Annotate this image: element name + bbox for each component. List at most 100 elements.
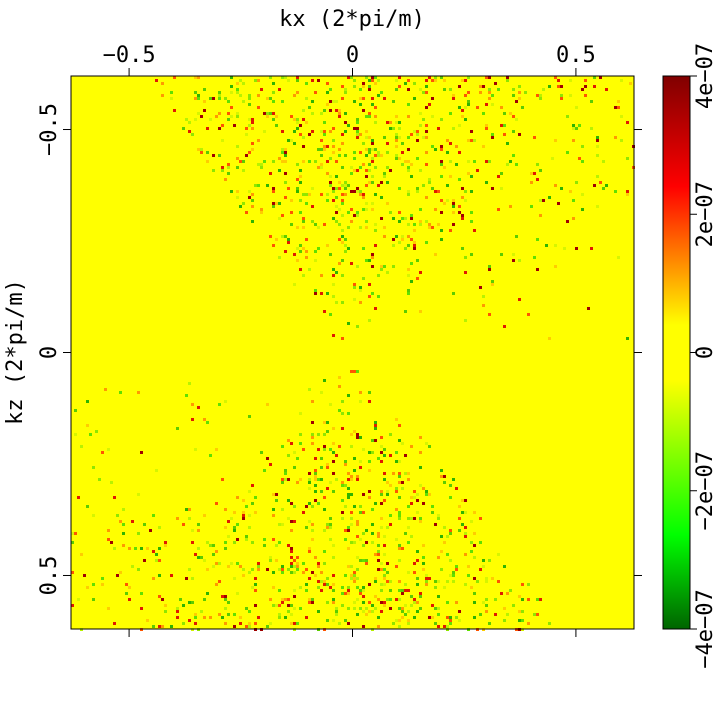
heatmap-cell: [290, 529, 293, 532]
heatmap-cell: [536, 268, 539, 271]
heatmap-cell: [425, 124, 428, 127]
heatmap-cell: [356, 436, 359, 439]
heatmap-cell: [311, 112, 314, 115]
heatmap-cell: [371, 439, 374, 442]
heatmap-cell: [134, 547, 137, 550]
heatmap-cell: [338, 385, 341, 388]
heatmap-cell: [194, 448, 197, 451]
heatmap-cell: [368, 469, 371, 472]
heatmap-cell: [350, 577, 353, 580]
heatmap-cell: [152, 625, 155, 628]
heatmap-cell: [458, 178, 461, 181]
heatmap-cell: [341, 274, 344, 277]
heatmap-cell: [338, 262, 341, 265]
heatmap-cell: [380, 154, 383, 157]
heatmap-cell: [404, 472, 407, 475]
heatmap-cell: [494, 613, 497, 616]
heatmap-cell: [224, 178, 227, 181]
heatmap-cell: [293, 559, 296, 562]
heatmap-cell: [626, 157, 629, 160]
heatmap-cell: [572, 124, 575, 127]
heatmap-cell: [341, 199, 344, 202]
heatmap-cell: [383, 604, 386, 607]
heatmap-cell: [311, 205, 314, 208]
heatmap-cell: [398, 460, 401, 463]
heatmap-cell: [275, 559, 278, 562]
heatmap-cell: [293, 571, 296, 574]
heatmap-cell: [209, 616, 212, 619]
heatmap-cell: [452, 574, 455, 577]
heatmap-cell: [206, 568, 209, 571]
heatmap-cell: [506, 76, 509, 79]
heatmap-cell: [323, 130, 326, 133]
heatmap-cell: [395, 133, 398, 136]
heatmap-cell: [392, 472, 395, 475]
heatmap-cell: [335, 205, 338, 208]
heatmap-cell: [371, 508, 374, 511]
heatmap-cell: [398, 121, 401, 124]
heatmap-cell: [422, 556, 425, 559]
heatmap-cell: [446, 151, 449, 154]
heatmap-cell: [437, 580, 440, 583]
heatmap-cell: [257, 94, 260, 97]
heatmap-cell: [422, 184, 425, 187]
heatmap-cell: [500, 124, 503, 127]
heatmap-cell: [332, 100, 335, 103]
heatmap-cell: [71, 571, 74, 574]
heatmap-cell: [353, 79, 356, 82]
heatmap-cell: [326, 487, 329, 490]
heatmap-cell: [440, 535, 443, 538]
heatmap-cell: [404, 160, 407, 163]
heatmap-cell: [389, 589, 392, 592]
heatmap-cell: [98, 478, 101, 481]
heatmap-cell: [545, 244, 548, 247]
heatmap-cell: [359, 193, 362, 196]
heatmap-cell: [332, 145, 335, 148]
heatmap-cell: [428, 178, 431, 181]
heatmap-cell: [212, 169, 215, 172]
heatmap-cell: [449, 160, 452, 163]
heatmap-cell: [128, 586, 131, 589]
heatmap-cell: [353, 577, 356, 580]
heatmap-cell: [527, 313, 530, 316]
heatmap-cell: [398, 589, 401, 592]
heatmap-cell: [326, 421, 329, 424]
heatmap-cell: [302, 226, 305, 229]
heatmap-cell: [326, 160, 329, 163]
heatmap-cell: [323, 508, 326, 511]
heatmap-cell: [272, 160, 275, 163]
heatmap-cell: [359, 151, 362, 154]
heatmap-cell: [401, 238, 404, 241]
heatmap-cell: [308, 550, 311, 553]
heatmap-cell: [320, 154, 323, 157]
heatmap-cell: [359, 226, 362, 229]
heatmap-cell: [371, 256, 374, 259]
heatmap-cell: [428, 577, 431, 580]
heatmap-cell: [206, 541, 209, 544]
heatmap-cell: [299, 250, 302, 253]
heatmap-cell: [383, 574, 386, 577]
heatmap-cell: [170, 91, 173, 94]
heatmap-cell: [269, 235, 272, 238]
heatmap-cell: [425, 577, 428, 580]
heatmap-cell: [284, 154, 287, 157]
heatmap-cell: [263, 130, 266, 133]
heatmap-cell: [227, 601, 230, 604]
heatmap-cell: [395, 145, 398, 148]
heatmap-cell: [290, 502, 293, 505]
heatmap-cell: [332, 283, 335, 286]
heatmap-cell: [140, 592, 143, 595]
heatmap-cell: [335, 271, 338, 274]
heatmap-cell: [227, 112, 230, 115]
heatmap-cell: [440, 469, 443, 472]
heatmap-cell: [188, 130, 191, 133]
heatmap-cell: [344, 592, 347, 595]
heatmap-cell: [317, 502, 320, 505]
heatmap-cell: [362, 82, 365, 85]
heatmap-cell: [626, 337, 629, 340]
heatmap-cell: [236, 166, 239, 169]
heatmap-cell: [296, 556, 299, 559]
heatmap-cell: [374, 148, 377, 151]
heatmap-cell: [476, 169, 479, 172]
